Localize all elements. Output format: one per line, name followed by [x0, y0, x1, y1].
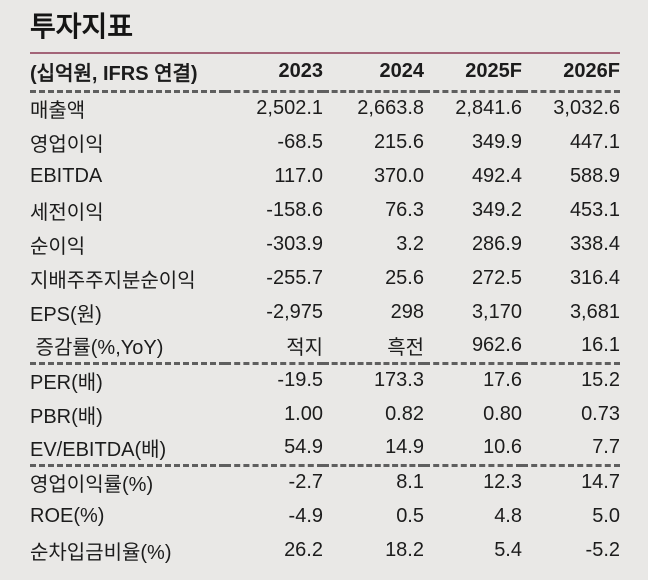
- row-label: 증감률(%,YoY): [30, 336, 164, 359]
- row-label: 순이익: [30, 235, 86, 258]
- row-value: 3,170: [471, 300, 522, 323]
- investment-metrics-table: (십억원, IFRS 연결) 2023 2024 2025F 2026F 매출액…: [30, 54, 620, 567]
- row-value: 117.0: [274, 164, 323, 187]
- row-label: 영업이익률(%): [30, 463, 225, 499]
- row-value: -19.5: [225, 361, 323, 397]
- row-label: PER(배): [30, 361, 225, 397]
- row-value: 54.9: [284, 435, 323, 458]
- table-body: 매출액 2,502.1 2,663.8 2,841.6 3,032.6 영업이익…: [30, 91, 620, 567]
- table-row: PER(배) -19.5 173.3 17.6 15.2: [30, 361, 620, 397]
- row-value: 492.4: [471, 164, 522, 187]
- table-row: 세전이익 -158.6 76.3 349.2 453.1: [30, 193, 620, 227]
- row-label: EPS(원): [30, 303, 102, 326]
- row-label: 매출액: [30, 100, 86, 123]
- row-value: 588.9: [569, 164, 620, 187]
- column-header-2025f: 2025F: [424, 54, 522, 93]
- row-value: 8.1: [323, 463, 424, 499]
- page-title: 투자지표: [30, 11, 134, 42]
- row-value: 0.5: [396, 504, 424, 527]
- row-value: -68.5: [277, 130, 323, 153]
- row-value: 962.6: [471, 333, 522, 356]
- row-value: 26.2: [284, 538, 323, 561]
- row-value: 349.9: [471, 130, 522, 153]
- table-row: 지배주주지분순이익 -255.7 25.6 272.5 316.4: [30, 261, 620, 295]
- column-header-2026f: 2026F: [522, 54, 620, 93]
- table-row: ROE(%) -4.9 0.5 4.8 5.0: [30, 499, 620, 533]
- row-value: 16.1: [581, 333, 620, 356]
- row-value: 18.2: [385, 538, 424, 561]
- row-value: 286.9: [471, 232, 522, 255]
- table-row: PBR(배) 1.00 0.82 0.80 0.73: [30, 397, 620, 431]
- row-value: 298: [390, 300, 424, 323]
- row-value: -158.6: [266, 198, 323, 221]
- row-value: 14.9: [385, 435, 424, 458]
- row-value: 0.73: [581, 402, 620, 425]
- table-row: 증감률(%,YoY) 적지 흑전 962.6 16.1: [30, 329, 620, 363]
- row-value: 5.4: [494, 538, 522, 561]
- row-value: 12.3: [424, 463, 522, 499]
- row-value: 7.7: [592, 435, 620, 458]
- row-value: 3.2: [396, 232, 424, 255]
- row-value: 15.2: [522, 361, 620, 397]
- row-value: 3,681: [569, 300, 620, 323]
- row-label: PBR(배): [30, 405, 103, 428]
- row-value: 적지: [286, 336, 323, 359]
- row-value: 447.1: [569, 130, 620, 153]
- row-label: 지배주주지분순이익: [30, 269, 196, 292]
- row-label: EBITDA: [30, 164, 103, 187]
- row-value: -4.9: [288, 504, 323, 527]
- table-row: EBITDA 117.0 370.0 492.4 588.9: [30, 159, 620, 193]
- row-value: 흑전: [387, 336, 424, 359]
- row-value: 316.4: [569, 266, 620, 289]
- row-value: 453.1: [569, 198, 620, 221]
- row-label: EV/EBITDA(배): [30, 438, 167, 461]
- row-value: -255.7: [266, 266, 323, 289]
- row-label: 영업이익: [30, 133, 104, 156]
- row-value: 272.5: [471, 266, 522, 289]
- row-value: 5.0: [592, 504, 620, 527]
- table-row: 영업이익률(%) -2.7 8.1 12.3 14.7: [30, 463, 620, 499]
- row-value: 215.6: [373, 130, 424, 153]
- table-row: EPS(원) -2,975 298 3,170 3,681: [30, 295, 620, 329]
- row-label: ROE(%): [30, 504, 105, 527]
- table-row: 매출액 2,502.1 2,663.8 2,841.6 3,032.6: [30, 91, 620, 125]
- row-value: 25.6: [385, 266, 424, 289]
- row-value: 1.00: [284, 402, 323, 425]
- column-header-2023: 2023: [225, 54, 323, 93]
- row-value: 4.8: [494, 504, 522, 527]
- table-row: 영업이익 -68.5 215.6 349.9 447.1: [30, 125, 620, 159]
- row-value: 2,841.6: [455, 97, 522, 120]
- row-value: 349.2: [471, 198, 522, 221]
- row-label: 세전이익: [30, 201, 104, 224]
- table-row: 순차입금비율(%) 26.2 18.2 5.4 -5.2: [30, 533, 620, 567]
- row-value: 10.6: [483, 435, 522, 458]
- row-label: 순차입금비율(%): [30, 541, 172, 564]
- row-value: -2,975: [266, 300, 323, 323]
- row-value: 14.7: [522, 463, 620, 499]
- row-value: 17.6: [424, 361, 522, 397]
- row-value: 0.82: [385, 402, 424, 425]
- row-value: 2,502.1: [256, 97, 323, 120]
- row-value: 173.3: [323, 361, 424, 397]
- table-header: (십억원, IFRS 연결) 2023 2024 2025F 2026F: [30, 54, 620, 93]
- row-value: 3,032.6: [553, 97, 620, 120]
- row-value: 0.80: [483, 402, 522, 425]
- row-value: 338.4: [569, 232, 620, 255]
- row-value: 76.3: [385, 198, 424, 221]
- header-row: (십억원, IFRS 연결) 2023 2024 2025F 2026F: [30, 54, 620, 93]
- row-value: 370.0: [373, 164, 424, 187]
- column-header-2024: 2024: [323, 54, 424, 93]
- row-value: -2.7: [225, 463, 323, 499]
- table-row: EV/EBITDA(배) 54.9 14.9 10.6 7.7: [30, 431, 620, 465]
- row-value: -5.2: [585, 538, 620, 561]
- row-value: -303.9: [266, 232, 323, 255]
- row-value: 2,663.8: [357, 97, 424, 120]
- unit-label: (십억원, IFRS 연결): [30, 54, 225, 93]
- table-row: 순이익 -303.9 3.2 286.9 338.4: [30, 227, 620, 261]
- accent-rule: [30, 52, 620, 54]
